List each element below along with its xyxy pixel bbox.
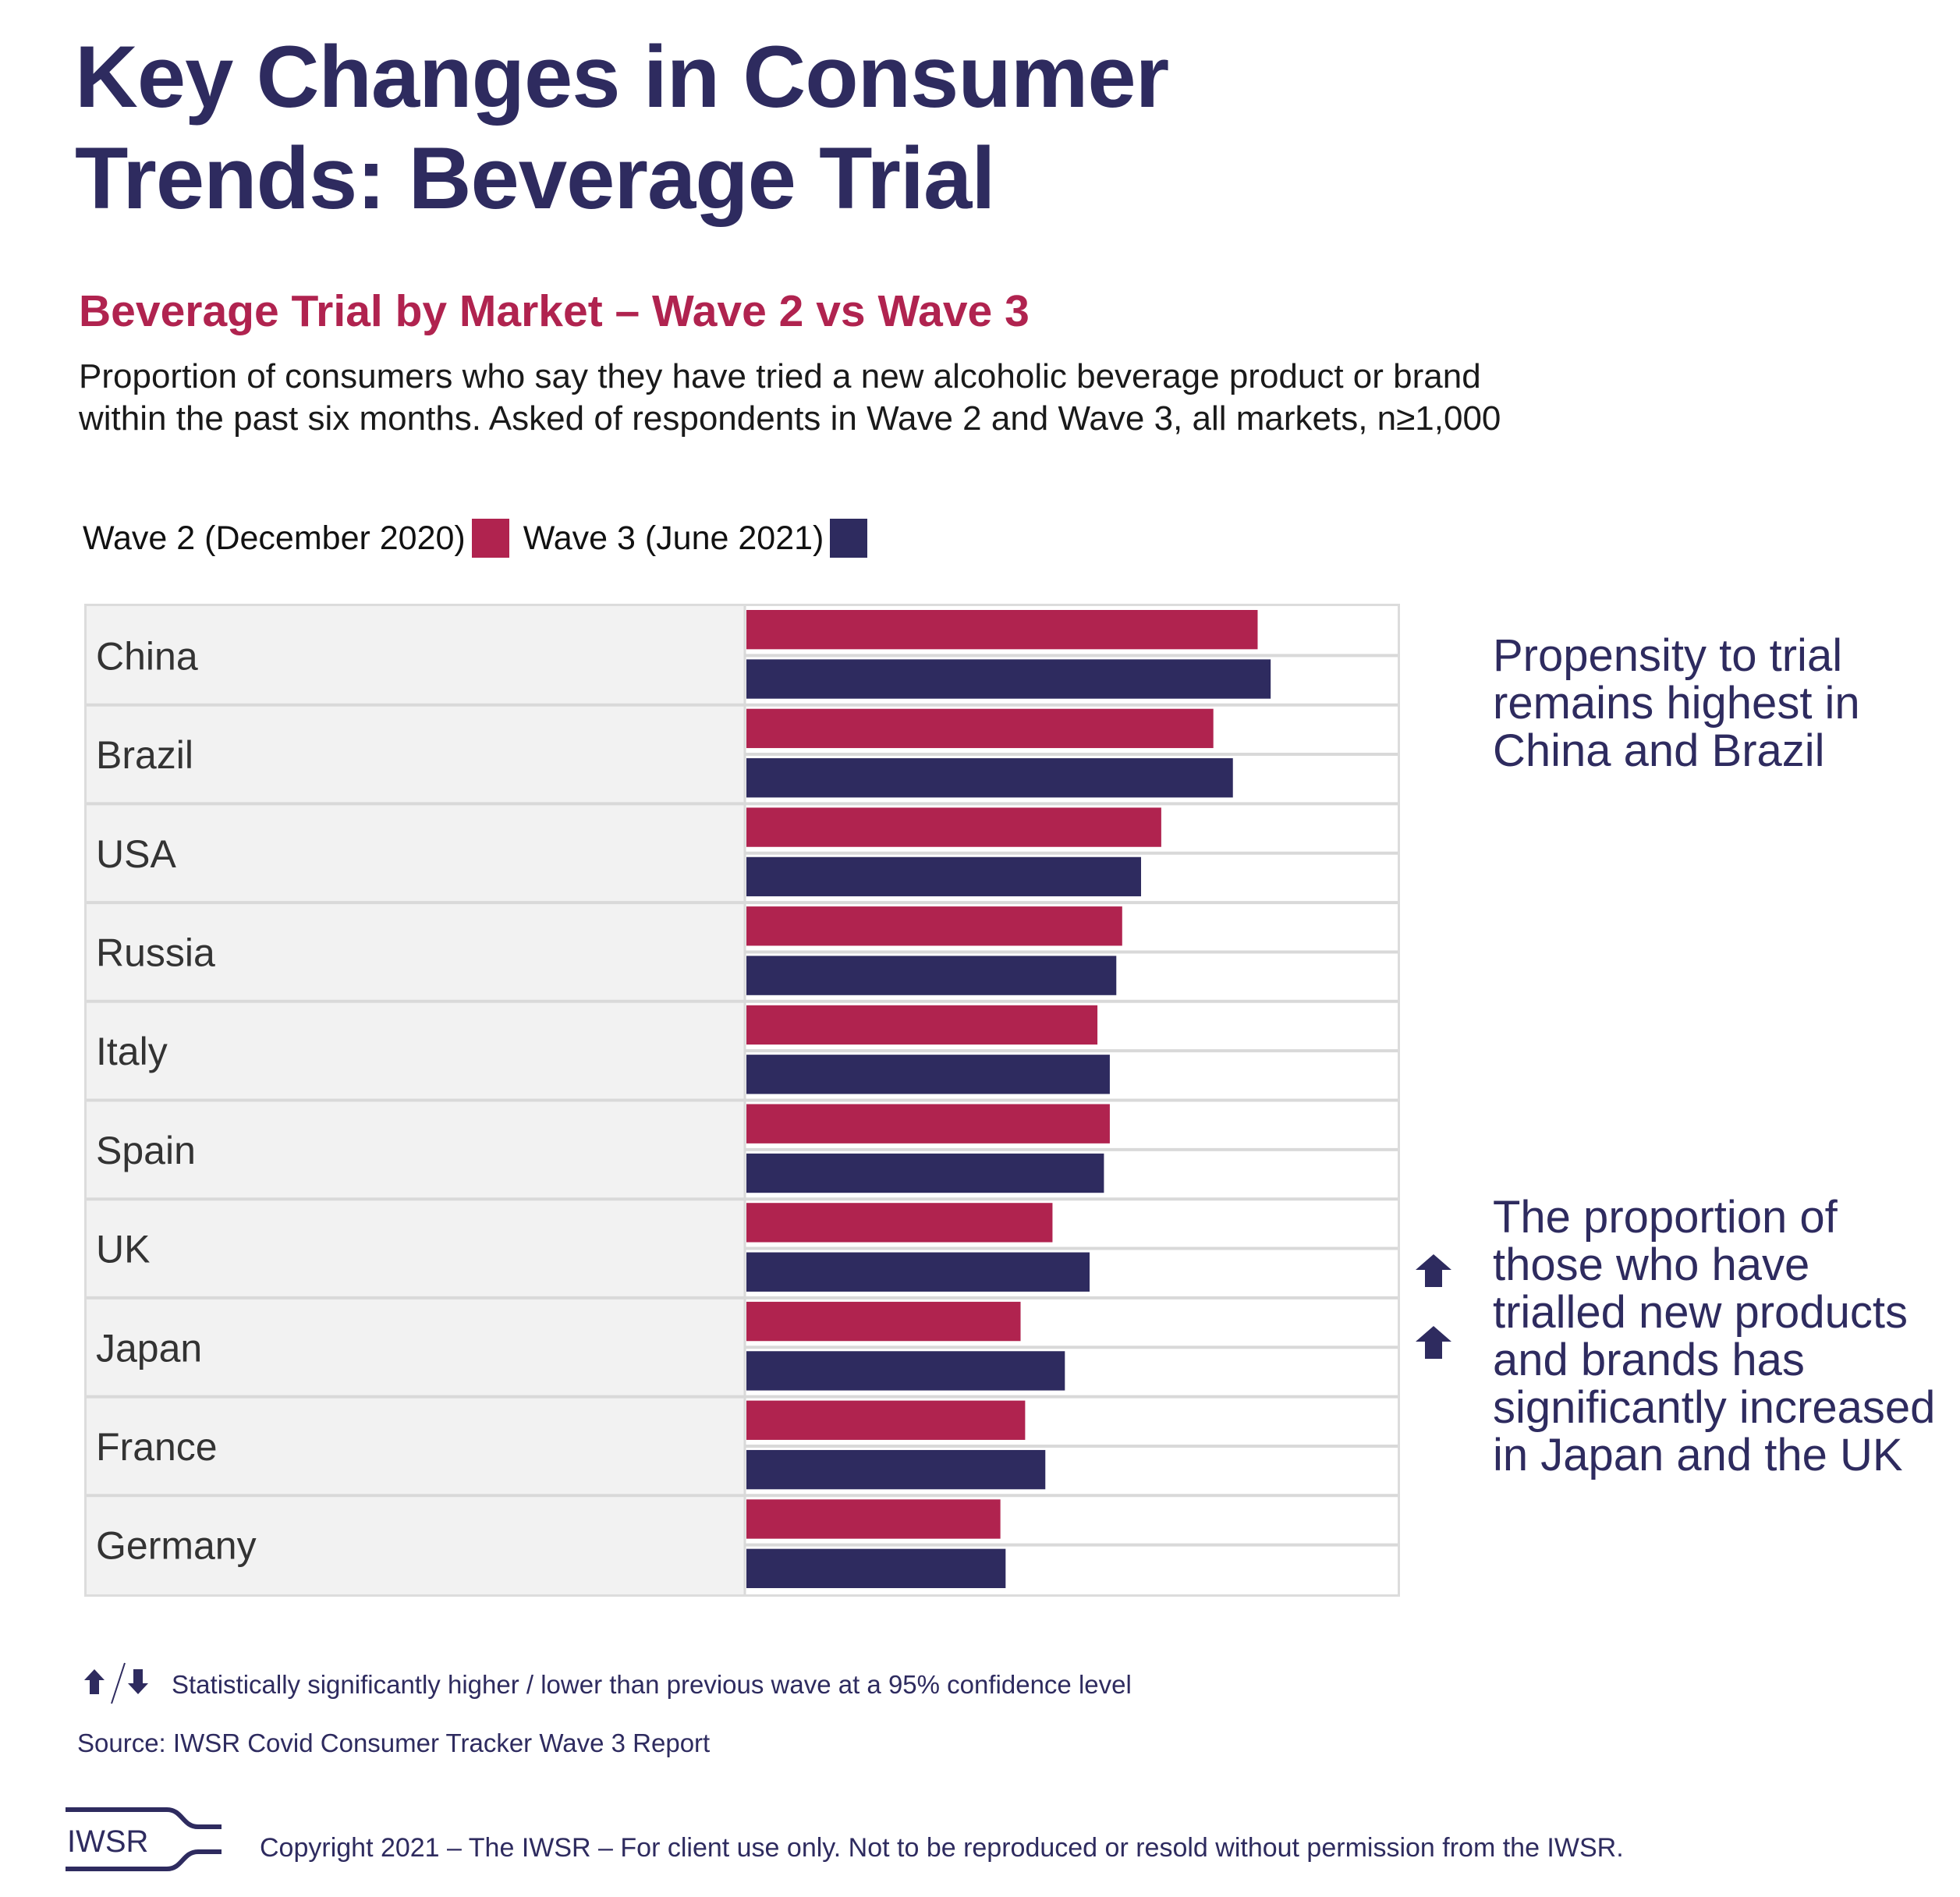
- bar-france-wave-2: [746, 1400, 1026, 1440]
- annotation-significant-increase: The proportion of those who have trialle…: [1493, 1192, 1936, 1480]
- bar-france-wave-3: [746, 1449, 1046, 1490]
- bar-china-wave-2: [746, 610, 1258, 650]
- arrow-up-down-icon: [84, 1662, 148, 1704]
- legend-swatch-wave-3: [830, 519, 868, 558]
- legend-label-wave-3: Wave 3 (June 2021): [523, 519, 824, 557]
- arrow-up-icon: [1416, 1254, 1451, 1287]
- page-title-line-2: Trends: Beverage Trial: [75, 129, 995, 227]
- category-label-japan: Japan: [96, 1326, 202, 1370]
- category-label-uk: UK: [96, 1228, 150, 1271]
- logo-text: IWSR: [67, 1824, 148, 1859]
- chart-title: Beverage Trial by Market – Wave 2 vs Wav…: [79, 286, 1030, 336]
- page-title-line-1: Key Changes in Consumer: [75, 28, 1169, 126]
- bar-japan-wave-3: [746, 1351, 1065, 1391]
- bar-brazil-wave-2: [746, 708, 1214, 749]
- source-text: Source: IWSR Covid Consumer Tracker Wave…: [77, 1729, 711, 1757]
- arrow-up-icon: [1416, 1326, 1451, 1359]
- bar-japan-wave-2: [746, 1301, 1021, 1342]
- bar-russia-wave-3: [746, 956, 1117, 995]
- bar-usa-wave-2: [746, 807, 1161, 847]
- bar-italy-wave-3: [746, 1055, 1110, 1094]
- category-label-spain: Spain: [96, 1129, 196, 1172]
- chart-description: Proportion of consumers who say they hav…: [79, 357, 1501, 438]
- bar-germany-wave-2: [746, 1499, 1001, 1539]
- bar-germany-wave-3: [746, 1548, 1006, 1588]
- bar-spain-wave-2: [746, 1104, 1110, 1144]
- legend-label-wave-2: Wave 2 (December 2020): [83, 519, 466, 557]
- bar-uk-wave-3: [746, 1252, 1090, 1292]
- bar-uk-wave-2: [746, 1203, 1053, 1243]
- bar-chart-svg: China Brazil USA Russia Italy Spain UK Japan Fra…: [87, 606, 1398, 1594]
- bar-chart: China Brazil USA Russia Italy Spain UK Japan Fra…: [84, 604, 1400, 1597]
- page-title: Key Changes in Consumer Trends: Beverage…: [75, 27, 1401, 229]
- bar-brazil-wave-3: [746, 758, 1233, 798]
- copyright-text: Copyright 2021 – The IWSR – For client u…: [260, 1833, 1624, 1863]
- category-label-france: France: [96, 1425, 218, 1469]
- category-label-russia: Russia: [96, 931, 215, 974]
- iwsr-logo: IWSR: [66, 1807, 222, 1871]
- bar-russia-wave-2: [746, 906, 1122, 946]
- bar-china-wave-3: [746, 659, 1271, 699]
- significance-footnote: Statistically significantly higher / low…: [84, 1661, 1132, 1708]
- bar-usa-wave-3: [746, 856, 1142, 897]
- legend-swatch-wave-2: [471, 519, 509, 558]
- chart-legend: Wave 2 (December 2020) Wave 3 (June 2021…: [83, 515, 881, 562]
- category-label-usa: USA: [96, 832, 176, 876]
- bar-spain-wave-3: [746, 1153, 1104, 1193]
- annotation-highest-markets: Propensity to trial remains highest in C…: [1493, 630, 1860, 776]
- category-label-italy: Italy: [96, 1030, 168, 1073]
- bar-italy-wave-2: [746, 1005, 1098, 1045]
- significance-footnote-text: Statistically significantly higher / low…: [172, 1670, 1132, 1699]
- category-label-china: China: [96, 634, 198, 678]
- category-label-brazil: Brazil: [96, 733, 193, 777]
- category-label-germany: Germany: [96, 1524, 257, 1568]
